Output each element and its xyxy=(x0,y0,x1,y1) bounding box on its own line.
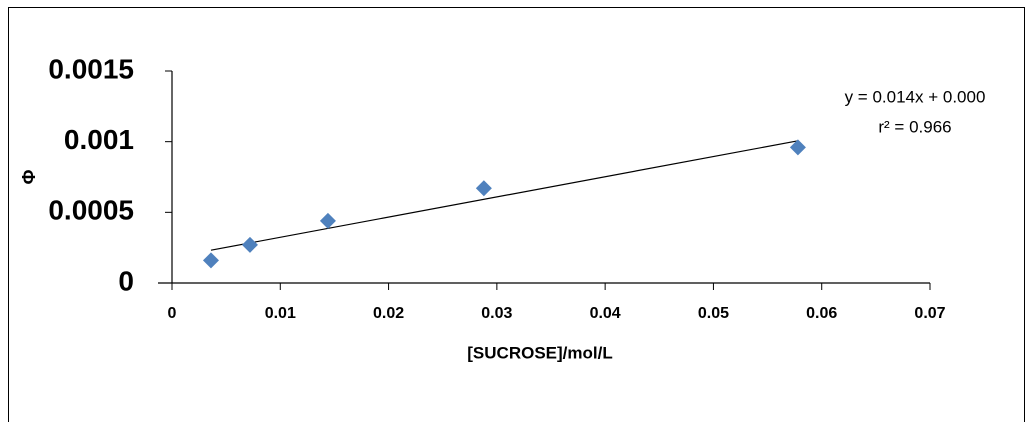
x-tick-label: 0.04 xyxy=(590,305,621,322)
x-tick-label: 0.02 xyxy=(373,305,404,322)
data-point xyxy=(789,139,806,156)
x-axis-title: [SUCROSE]/mol/L xyxy=(467,343,612,362)
data-point xyxy=(319,212,336,229)
chart-border xyxy=(8,7,1025,422)
trend-equation: y = 0.014x + 0.000 xyxy=(845,87,986,106)
x-tick-label: 0.05 xyxy=(698,305,729,322)
x-tick-label: 0.06 xyxy=(806,305,837,322)
r-squared: r² = 0.966 xyxy=(878,117,951,136)
y-tick-label: 0.0005 xyxy=(48,195,134,226)
y-tick-label: 0.001 xyxy=(64,124,134,155)
x-tick-label: 0.03 xyxy=(481,305,512,322)
data-point xyxy=(475,180,492,197)
x-tick-label: 0.07 xyxy=(914,305,945,322)
y-axis-title: Φ xyxy=(19,169,39,184)
y-tick-label: 0 xyxy=(118,265,134,296)
trendline xyxy=(210,140,799,251)
data-point xyxy=(241,236,258,253)
x-tick-label: 0.01 xyxy=(265,305,296,322)
y-tick-label: 0.0015 xyxy=(48,53,134,84)
x-tick-label: 0 xyxy=(168,305,177,322)
data-point xyxy=(202,252,219,269)
